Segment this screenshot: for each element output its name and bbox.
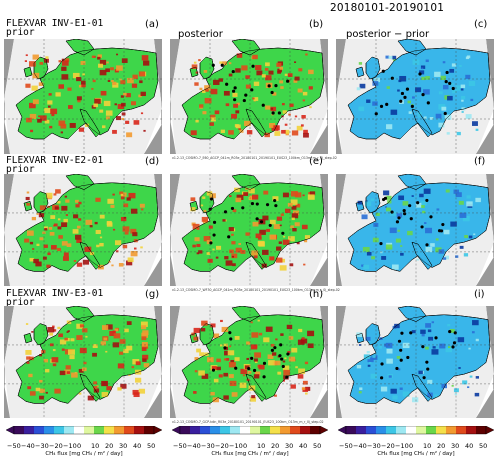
colorbar-tick-label: −30 — [201, 442, 215, 450]
colorbar-tick-label: −10 — [63, 442, 77, 450]
colorbar-unit-label: CH₄ flux [mg CH₄ / m² / day] — [45, 451, 123, 457]
col-label-prior-g: prior — [6, 297, 35, 308]
colorbar-tick-label: 0 — [77, 442, 82, 450]
colorbar-tick-label: 40 — [299, 442, 308, 450]
run-note-e1: v1.2.13_COSMO-7_E60_AGCP_041m_R03e_20180… — [172, 156, 337, 160]
colorbar-unit-label: CH₄ flux [mg CH₄ / m² / day] — [377, 451, 455, 457]
colorbar-tick-label: −20 — [49, 442, 63, 450]
col-label-diff-c: posterior − prior — [346, 29, 430, 40]
map-panel-f — [336, 174, 494, 286]
colorbar-2: −50 −40 −30 −20 −10 0 10 20 30 40 50 CH₄ flux [mg C… — [171, 424, 329, 457]
colorbar-tick-label: 50 — [313, 442, 322, 450]
col-label-prior-a: prior — [6, 27, 35, 38]
colorbar-tick-label: −20 — [381, 442, 395, 450]
colorbar-tick-label: 40 — [465, 442, 474, 450]
colorbar-1: −50 −40 −30 −20 −10 0 10 20 30 40 50 CH₄ flux [mg C… — [5, 424, 163, 457]
colorbar-tick-label: −50 — [7, 442, 21, 450]
colorbar-tick-label: −20 — [215, 442, 229, 450]
colorbar-3: −50 −40 −30 −20 −10 0 10 20 30 40 50 CH₄ flux [mg C… — [337, 424, 495, 457]
run-note-e3: v1.2.13_COSMO-7_GCP-tdin_R03e_20180101_2… — [172, 420, 324, 424]
colorbar-tick-label: −10 — [229, 442, 243, 450]
panel-tag-b: (b) — [309, 19, 324, 30]
map-panel-i — [336, 306, 494, 418]
panel-tag-a: (a) — [145, 19, 159, 30]
colorbar-tick-label: −10 — [395, 442, 409, 450]
colorbar-tick-label: 30 — [451, 442, 460, 450]
colorbar-tick-label: −30 — [35, 442, 49, 450]
colorbar-tick-label: −50 — [173, 442, 187, 450]
colorbar-tick-label: 50 — [147, 442, 156, 450]
map-panel-a — [4, 39, 162, 154]
colorbar-tick-label: 10 — [91, 442, 100, 450]
colorbar-ticks: −50 −40 −30 −20 −10 0 10 20 30 40 50 — [6, 442, 162, 451]
row-title-e1: FLEXVAR INV-E1-01 — [6, 18, 104, 29]
panel-tag-d: (d) — [145, 156, 160, 167]
colorbar-tick-label: −30 — [367, 442, 381, 450]
colorbar-ticks: −50 −40 −30 −20 −10 0 10 20 30 40 50 — [338, 442, 494, 451]
colorbar-tick-label: 30 — [285, 442, 294, 450]
panel-tag-i: (i) — [474, 289, 485, 300]
map-panel-d — [4, 174, 162, 286]
colorbar-ticks: −50 −40 −30 −20 −10 0 10 20 30 40 50 — [172, 442, 328, 451]
colorbar-gradient — [337, 425, 495, 435]
colorbar-tick-label: −40 — [21, 442, 35, 450]
panel-tag-g: (g) — [145, 289, 160, 300]
col-label-prior-d: prior — [6, 164, 35, 175]
colorbar-tick-label: 30 — [119, 442, 128, 450]
colorbar-unit-label: CH₄ flux [mg CH₄ / m² / day] — [211, 451, 289, 457]
colorbar-tick-label: −40 — [187, 442, 201, 450]
colorbar-tick-label: 20 — [105, 442, 114, 450]
map-panel-e — [170, 174, 328, 286]
date-range: 20180101-20190101 — [330, 2, 445, 14]
row-title-e2: FLEXVAR INV-E2-01 — [6, 155, 104, 166]
row-title-e3: FLEXVAR INV-E3-01 — [6, 288, 104, 299]
colorbar-tick-label: 20 — [271, 442, 280, 450]
colorbar-gradient — [171, 425, 329, 435]
colorbar-tick-label: 0 — [243, 442, 248, 450]
panel-tag-h: (h) — [309, 289, 324, 300]
colorbar-tick-label: 0 — [409, 442, 414, 450]
colorbar-tick-label: 50 — [479, 442, 488, 450]
colorbar-tick-label: 10 — [423, 442, 432, 450]
map-panel-h — [170, 306, 328, 418]
colorbar-tick-label: 10 — [257, 442, 266, 450]
colorbar-tick-label: −50 — [339, 442, 353, 450]
map-panel-g — [4, 306, 162, 418]
col-label-posterior-b: posterior — [178, 29, 223, 40]
colorbar-tick-label: −40 — [353, 442, 367, 450]
map-panel-b — [170, 39, 328, 154]
colorbar-tick-label: 20 — [437, 442, 446, 450]
colorbar-tick-label: 40 — [133, 442, 142, 450]
panel-tag-e: (e) — [309, 156, 323, 167]
map-panel-c — [336, 39, 494, 154]
panel-tag-c: (c) — [474, 19, 488, 30]
colorbar-gradient — [5, 425, 163, 435]
run-note-e2: v1.2.13_COSMO-7_WF30_AGCP_041m_R03e_2018… — [172, 288, 340, 292]
panel-tag-f: (f) — [474, 156, 486, 167]
